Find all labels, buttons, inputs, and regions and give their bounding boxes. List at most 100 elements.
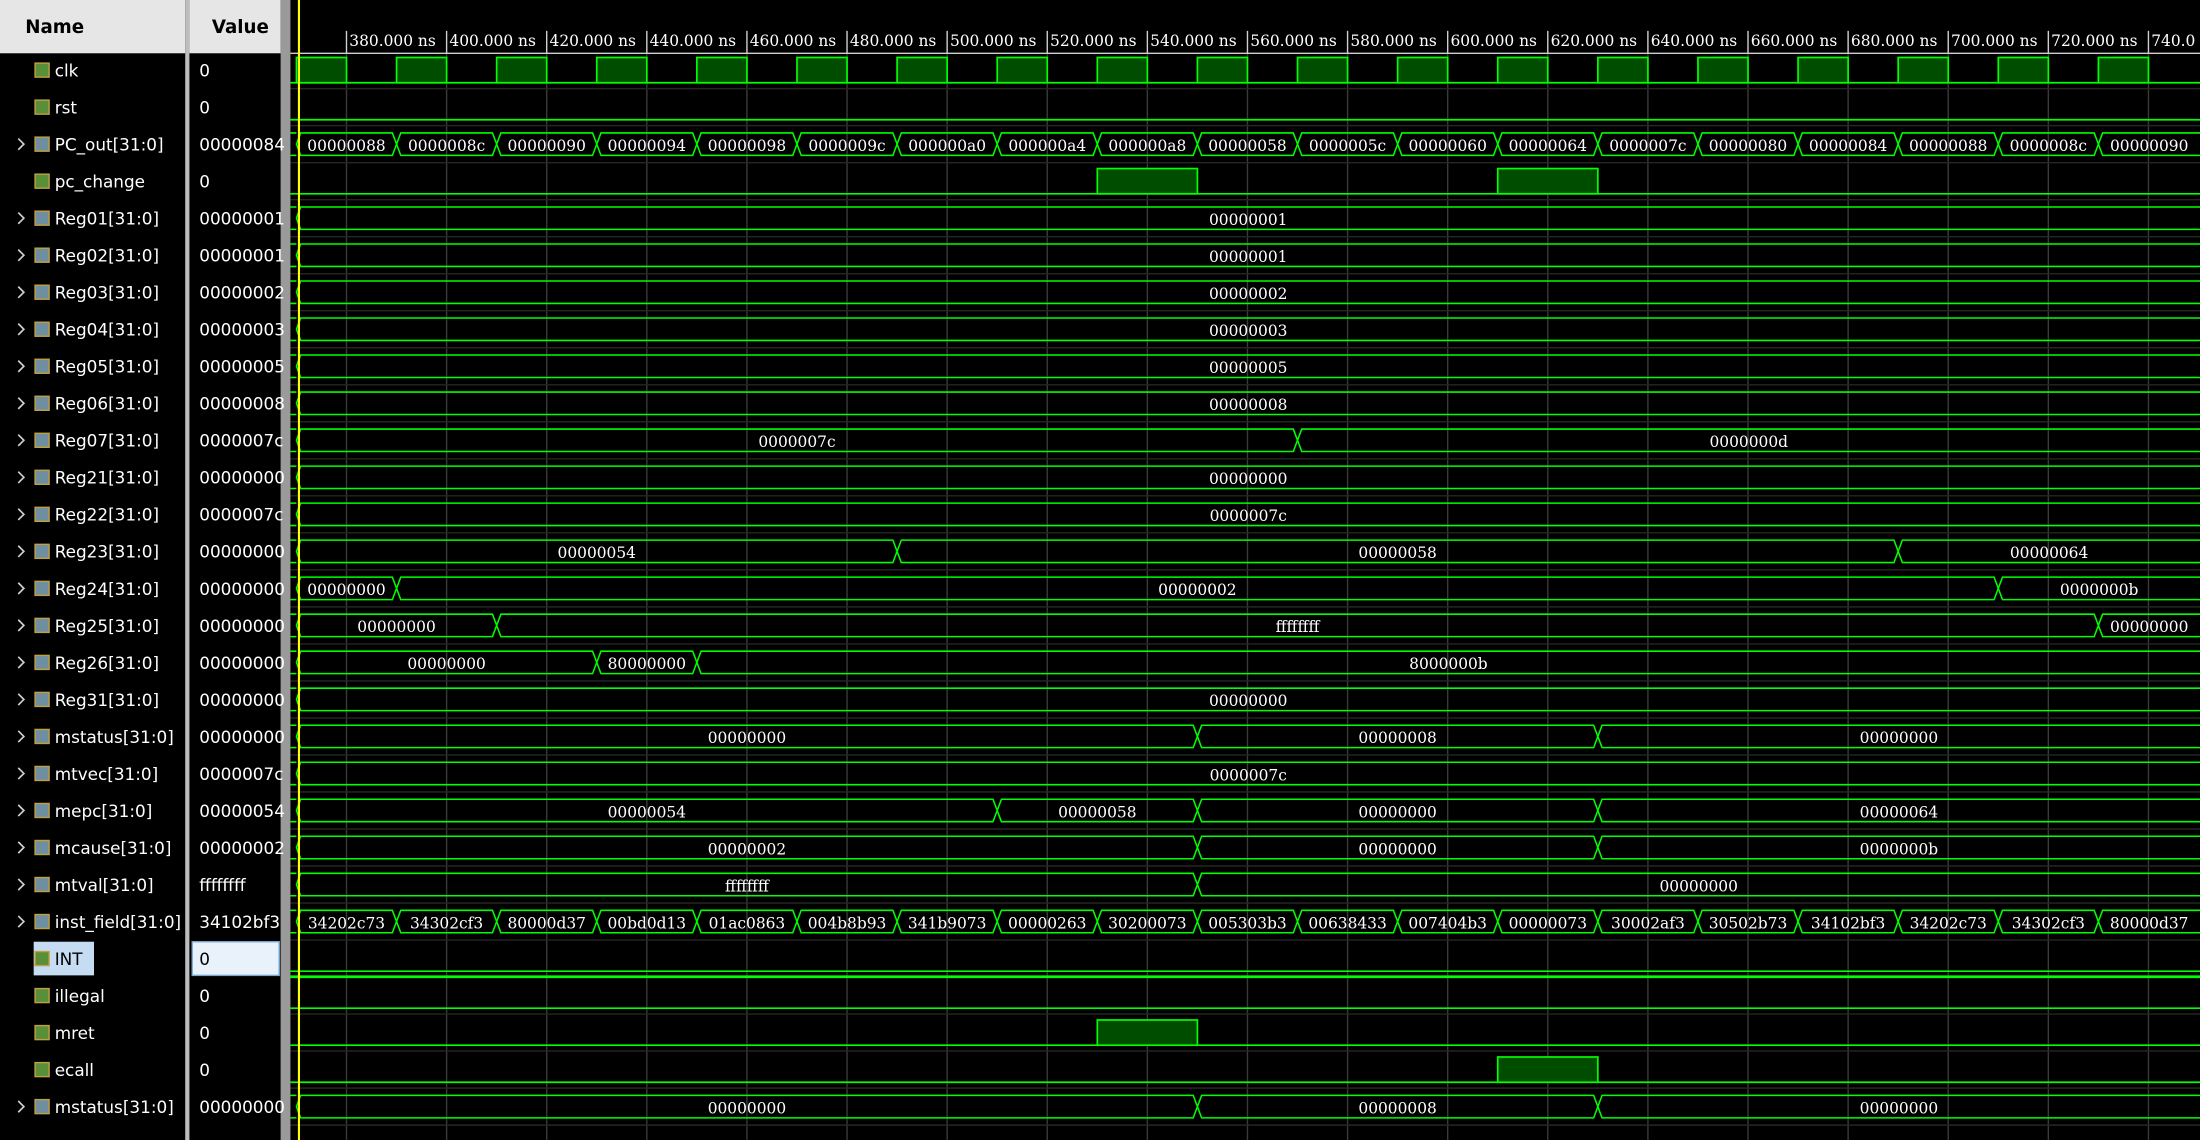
signal-name[interactable]: Reg01[31:0] (55, 209, 159, 229)
expand-arrow[interactable] (17, 137, 26, 151)
expand-arrow[interactable] (17, 545, 26, 558)
signal-name[interactable]: Reg07[31:0] (55, 431, 159, 451)
signal-value[interactable]: 00000000 (199, 468, 285, 488)
signal-value[interactable]: 00000000 (199, 690, 285, 710)
signal-name[interactable]: Reg21[31:0] (55, 468, 159, 488)
signal-value[interactable]: 00000000 (199, 616, 285, 636)
signal-value[interactable]: ffffffff (199, 875, 246, 895)
panel-divider[interactable] (280, 0, 291, 1140)
signal-name[interactable]: ecall (55, 1060, 94, 1080)
expand-arrow[interactable] (17, 619, 26, 632)
signal-value[interactable]: 34102bf3 (199, 912, 280, 932)
signal-value[interactable]: 00000000 (199, 727, 285, 747)
signal-name[interactable]: Reg03[31:0] (55, 283, 159, 303)
column-divider[interactable] (185, 0, 190, 1140)
expand-arrow[interactable] (17, 434, 26, 447)
expand-arrow[interactable] (17, 693, 26, 706)
signal-name[interactable]: Reg25[31:0] (55, 616, 159, 636)
signal-value[interactable]: 0000007c (199, 764, 283, 784)
signal-value[interactable]: 00000001 (199, 246, 285, 266)
signal-name[interactable]: rst (55, 98, 78, 118)
expand-arrow[interactable] (17, 767, 26, 780)
signal-value[interactable]: 00000000 (199, 1097, 285, 1117)
expand-arrow[interactable] (17, 656, 26, 669)
signal-name[interactable]: inst_field[31:0] (55, 912, 181, 933)
signal-icon (34, 1098, 50, 1115)
bus-value: 00000002 (1158, 581, 1236, 599)
selected-value[interactable] (191, 941, 280, 977)
signal-name[interactable]: mtvec[31:0] (55, 764, 159, 784)
signal-value[interactable]: 00000054 (199, 801, 285, 821)
signal-name[interactable]: Reg24[31:0] (55, 579, 159, 599)
tick-label: 600.000 ns (1450, 32, 1537, 50)
signal-value[interactable]: 0000007c (199, 431, 283, 451)
name-header[interactable] (0, 0, 186, 54)
signal-name[interactable]: Reg31[31:0] (55, 690, 159, 710)
signal-value[interactable]: 0 (199, 98, 210, 118)
expand-arrow[interactable] (17, 841, 26, 854)
signal-value[interactable]: 00000001 (199, 209, 285, 229)
signal-icon (34, 728, 50, 745)
expand-arrow[interactable] (17, 397, 26, 410)
signal-value[interactable]: 00000084 (199, 135, 285, 155)
signal-name[interactable]: Reg23[31:0] (55, 542, 159, 562)
bit-high (996, 56, 1049, 84)
signal-value[interactable]: 00000005 (199, 357, 285, 377)
signal-name[interactable]: Reg26[31:0] (55, 653, 159, 673)
signal-value[interactable]: 00000008 (199, 394, 285, 414)
signal-name[interactable]: Reg05[31:0] (55, 357, 159, 377)
expand-arrow[interactable] (17, 508, 26, 521)
expand-arrow[interactable] (17, 211, 26, 225)
signal-value[interactable]: 00000000 (199, 542, 285, 562)
expand-arrow[interactable] (17, 804, 26, 817)
signal-value[interactable]: 0 (199, 61, 210, 81)
expand-arrow[interactable] (17, 582, 26, 595)
bus-segment (1597, 835, 2200, 860)
signal-value[interactable]: 0000007c (199, 505, 283, 525)
bus-value: 0000008c (2010, 137, 2087, 155)
expand-arrow[interactable] (17, 915, 26, 928)
bit-high (495, 56, 548, 84)
signal-name[interactable]: mstatus[31:0] (55, 1097, 174, 1117)
bus-value: 00000080 (1709, 137, 1787, 155)
signal-name[interactable]: mcause[31:0] (55, 838, 172, 858)
signal-name[interactable]: Reg02[31:0] (55, 246, 159, 266)
expand-arrow[interactable] (17, 471, 26, 484)
bus-value: 00000094 (608, 137, 687, 155)
tick-label: 620.000 ns (1551, 32, 1638, 50)
signal-value[interactable]: 0 (199, 986, 210, 1006)
signal-name[interactable]: Reg04[31:0] (55, 320, 159, 340)
signal-name[interactable]: mtval[31:0] (55, 875, 154, 895)
expand-arrow[interactable] (17, 360, 26, 373)
signal-name[interactable]: mepc[31:0] (55, 801, 153, 821)
signal-name[interactable]: mstatus[31:0] (55, 727, 174, 747)
signal-name[interactable]: mret (55, 1023, 95, 1043)
signal-name[interactable]: clk (55, 61, 79, 81)
signal-value[interactable]: 0 (199, 949, 210, 969)
signal-value[interactable]: 00000000 (199, 579, 285, 599)
signal-name[interactable]: PC_out[31:0] (55, 135, 164, 156)
expand-arrow[interactable] (17, 248, 26, 262)
signal-name[interactable]: pc_change (55, 172, 145, 193)
signal-value[interactable]: 00000002 (199, 283, 285, 303)
bus-value: 80000d37 (507, 914, 586, 932)
signal-value[interactable]: 00000000 (199, 653, 285, 673)
signal-value[interactable]: 0 (199, 1060, 210, 1080)
bus-value: 0000000b (2060, 581, 2139, 599)
signal-value[interactable]: 0 (199, 1023, 210, 1043)
signal-name[interactable]: INT (55, 949, 84, 969)
expand-arrow[interactable] (17, 730, 26, 743)
expand-arrow[interactable] (17, 323, 26, 336)
signal-name[interactable]: Reg06[31:0] (55, 394, 159, 414)
bus-value: 00000002 (1209, 285, 1287, 303)
signal-value[interactable]: 00000002 (199, 838, 285, 858)
expand-arrow[interactable] (17, 1100, 26, 1113)
value-header[interactable] (189, 0, 281, 54)
signal-name[interactable]: illegal (55, 986, 105, 1006)
signal-value[interactable]: 00000003 (199, 320, 285, 340)
expand-arrow[interactable] (17, 286, 26, 299)
signal-name[interactable]: Reg22[31:0] (55, 505, 159, 525)
expand-arrow[interactable] (17, 878, 26, 891)
signal-value[interactable]: 0 (199, 172, 210, 192)
bus-value: 00000000 (407, 655, 485, 673)
